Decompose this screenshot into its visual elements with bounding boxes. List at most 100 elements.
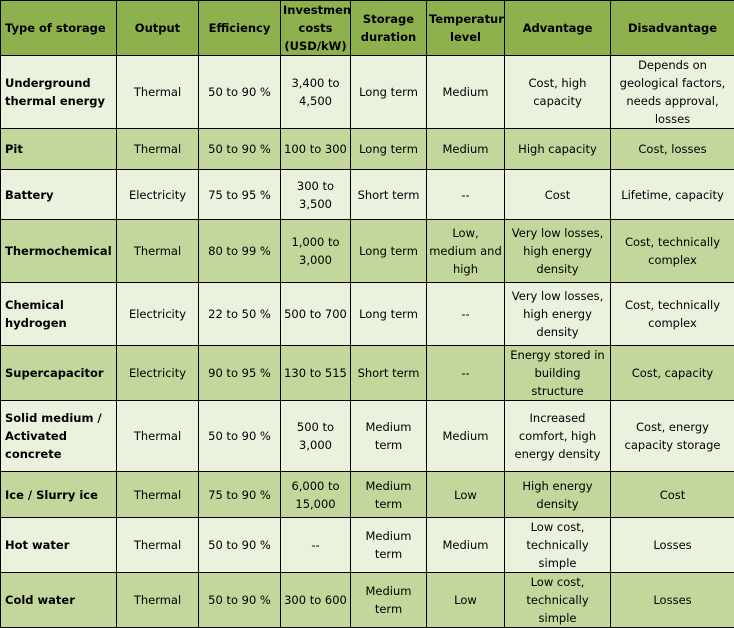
cell-type: Ice / Slurry ice: [1, 472, 117, 518]
cell-output: Thermal: [117, 472, 199, 518]
cell-advantage: Very low losses, high energy density: [505, 220, 611, 283]
cell-efficiency: 22 to 50 %: [199, 283, 281, 346]
cell-output: Thermal: [117, 220, 199, 283]
cell-disadvantage: Cost, technically complex: [611, 283, 734, 346]
header-type: Type of storage: [1, 1, 117, 56]
cell-cost: 130 to 515: [281, 346, 351, 401]
header-temperature: Temperature level: [427, 1, 505, 56]
cell-cost: 500 to 700: [281, 283, 351, 346]
cell-temperature: Low, medium and high: [427, 220, 505, 283]
cell-efficiency: 90 to 95 %: [199, 346, 281, 401]
cell-type: Underground thermal energy: [1, 56, 117, 129]
cell-advantage: High capacity: [505, 129, 611, 170]
cell-disadvantage: Cost: [611, 472, 734, 518]
cell-output: Thermal: [117, 56, 199, 129]
cell-advantage: Low cost, technically simple: [505, 518, 611, 573]
cell-disadvantage: Losses: [611, 573, 734, 628]
cell-type: Battery: [1, 170, 117, 220]
cell-duration: Short term: [351, 346, 427, 401]
cell-duration: Long term: [351, 283, 427, 346]
cell-advantage: Increased comfort, high energy density: [505, 401, 611, 472]
cell-disadvantage: Cost, technically complex: [611, 220, 734, 283]
cell-cost: --: [281, 518, 351, 573]
cell-disadvantage: Losses: [611, 518, 734, 573]
cell-temperature: --: [427, 170, 505, 220]
cell-advantage: Very low losses, high energy density: [505, 283, 611, 346]
cell-temperature: Medium: [427, 401, 505, 472]
cell-efficiency: 50 to 90 %: [199, 573, 281, 628]
cell-efficiency: 75 to 95 %: [199, 170, 281, 220]
cell-temperature: Medium: [427, 56, 505, 129]
cell-type: Supercapacitor: [1, 346, 117, 401]
cell-type: Hot water: [1, 518, 117, 573]
cell-temperature: Low: [427, 573, 505, 628]
cell-type: Chemical hydrogen: [1, 283, 117, 346]
header-output: Output: [117, 1, 199, 56]
cell-output: Electricity: [117, 170, 199, 220]
header-cost: Investment costs (USD/kW): [281, 1, 351, 56]
cell-disadvantage: Lifetime, capacity: [611, 170, 734, 220]
cell-output: Electricity: [117, 283, 199, 346]
cell-duration: Long term: [351, 220, 427, 283]
cell-efficiency: 50 to 90 %: [199, 129, 281, 170]
header-disadvantage: Disadvantage: [611, 1, 734, 56]
cell-type: Thermochemical: [1, 220, 117, 283]
cell-temperature: --: [427, 346, 505, 401]
cell-type: Cold water: [1, 573, 117, 628]
cell-type: Pit: [1, 129, 117, 170]
cell-disadvantage: Cost, energy capacity storage: [611, 401, 734, 472]
cell-duration: Long term: [351, 129, 427, 170]
cell-efficiency: 80 to 99 %: [199, 220, 281, 283]
cell-efficiency: 50 to 90 %: [199, 56, 281, 129]
cell-cost: 300 to 3,500: [281, 170, 351, 220]
header-advantage: Advantage: [505, 1, 611, 56]
cell-temperature: --: [427, 283, 505, 346]
cell-duration: Medium term: [351, 401, 427, 472]
cell-type: Solid medium / Activated concrete: [1, 401, 117, 472]
cell-advantage: Energy stored in building structure: [505, 346, 611, 401]
cell-efficiency: 50 to 90 %: [199, 401, 281, 472]
cell-advantage: Cost, high capacity: [505, 56, 611, 129]
cell-duration: Medium term: [351, 472, 427, 518]
cell-efficiency: 75 to 90 %: [199, 472, 281, 518]
cell-disadvantage: Cost, capacity: [611, 346, 734, 401]
cell-output: Thermal: [117, 129, 199, 170]
cell-output: Thermal: [117, 573, 199, 628]
cell-cost: 6,000 to 15,000: [281, 472, 351, 518]
cell-disadvantage: Cost, losses: [611, 129, 734, 170]
cell-duration: Long term: [351, 56, 427, 129]
cell-cost: 100 to 300: [281, 129, 351, 170]
cell-duration: Short term: [351, 170, 427, 220]
cell-cost: 300 to 600: [281, 573, 351, 628]
cell-disadvantage: Depends on geological factors, needs app…: [611, 56, 734, 129]
cell-temperature: Medium: [427, 129, 505, 170]
cell-output: Electricity: [117, 346, 199, 401]
cell-advantage: Low cost, technically simple: [505, 573, 611, 628]
cell-advantage: High energy density: [505, 472, 611, 518]
cell-cost: 500 to 3,000: [281, 401, 351, 472]
header-row: Type of storage Output Efficiency Invest…: [1, 1, 734, 56]
cell-output: Thermal: [117, 518, 199, 573]
cell-output: Thermal: [117, 401, 199, 472]
header-duration: Storage duration: [351, 1, 427, 56]
cell-cost: 1,000 to 3,000: [281, 220, 351, 283]
cell-cost: 3,400 to 4,500: [281, 56, 351, 129]
cell-temperature: Medium: [427, 518, 505, 573]
cell-duration: Medium term: [351, 573, 427, 628]
cell-duration: Medium term: [351, 518, 427, 573]
header-efficiency: Efficiency: [199, 1, 281, 56]
cell-efficiency: 50 to 90 %: [199, 518, 281, 573]
cell-advantage: Cost: [505, 170, 611, 220]
cell-temperature: Low: [427, 472, 505, 518]
